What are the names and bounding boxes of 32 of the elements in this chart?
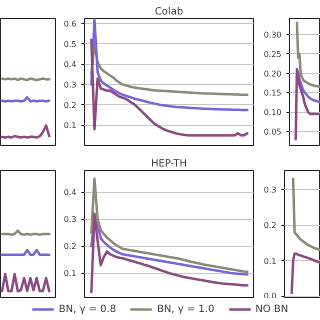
y-tick-label: 0.6: [64, 20, 77, 29]
y-tick-label: 0.3: [64, 215, 77, 224]
y-tick-label: 0.3: [64, 80, 77, 90]
y-tick-label: 0.1: [264, 256, 277, 266]
line-series: [292, 177, 320, 252]
y-tick-label: 0.10: [264, 108, 282, 118]
y-tick-label: 0.1: [64, 269, 77, 278]
y-tick-label: 0.4: [64, 188, 77, 198]
chart-title: Colab: [154, 6, 184, 18]
y-tick-label: 0.3: [264, 185, 277, 194]
line-series: [296, 22, 320, 88]
line-series: [290, 252, 320, 294]
line-series: [294, 68, 320, 141]
line-series: [90, 18, 249, 112]
y-tick-label: 0.5: [64, 40, 77, 49]
y-tick-label: 0.30: [264, 30, 282, 40]
y-tick-label: 0.05: [264, 128, 282, 137]
chart-title: HEP-TH: [151, 158, 187, 170]
y-tick-label: 0.2: [64, 100, 77, 110]
y-tick-label: 0.15: [264, 88, 282, 98]
line-series: [90, 177, 249, 274]
y-tick-label: 0.1: [64, 121, 77, 130]
legend-label: BN, γ = 1.0: [157, 304, 214, 314]
y-tick-label: 0.25: [264, 50, 282, 59]
line-series: [90, 38, 249, 137]
y-tick-label: 0.2: [264, 221, 277, 230]
legend-label: NO BN: [255, 304, 288, 314]
y-tick-label: 0.4: [64, 60, 77, 70]
legend-label: BN, γ = 0.8: [58, 304, 116, 314]
y-tick-label: 0.20: [264, 69, 282, 78]
y-tick-label: 0.2: [64, 242, 77, 252]
line-series: [90, 212, 249, 294]
